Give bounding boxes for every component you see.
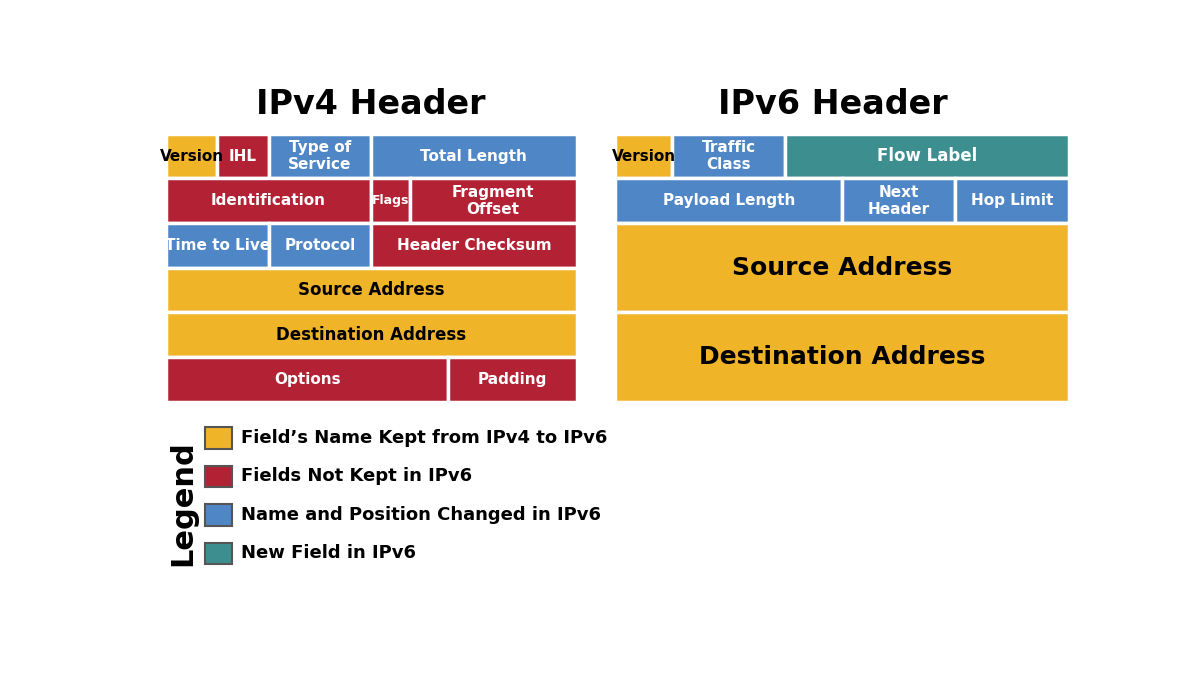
FancyBboxPatch shape (372, 134, 576, 178)
Text: Flags: Flags (372, 194, 409, 207)
FancyBboxPatch shape (372, 178, 410, 223)
FancyBboxPatch shape (166, 134, 218, 178)
Text: Type of
Service: Type of Service (289, 140, 351, 172)
Text: Fragment
Offset: Fragment Offset (452, 184, 534, 217)
Text: Legend: Legend (168, 441, 197, 566)
FancyBboxPatch shape (955, 178, 1068, 223)
FancyBboxPatch shape (205, 504, 232, 525)
Text: Source Address: Source Address (298, 281, 444, 299)
Text: Flow Label: Flow Label (877, 147, 977, 165)
FancyBboxPatch shape (616, 313, 1068, 401)
Text: Destination Address: Destination Address (277, 325, 467, 344)
FancyBboxPatch shape (449, 357, 576, 401)
Text: IPv4 Header: IPv4 Header (256, 88, 486, 121)
FancyBboxPatch shape (166, 357, 449, 401)
Text: Source Address: Source Address (731, 256, 952, 280)
Text: Field’s Name Kept from IPv4 to IPv6: Field’s Name Kept from IPv4 to IPv6 (241, 429, 608, 447)
FancyBboxPatch shape (268, 223, 372, 268)
FancyBboxPatch shape (616, 223, 1068, 313)
FancyBboxPatch shape (205, 542, 232, 564)
Text: Total Length: Total Length (421, 148, 527, 163)
FancyBboxPatch shape (205, 466, 232, 487)
FancyBboxPatch shape (268, 134, 372, 178)
Text: Identification: Identification (211, 193, 326, 208)
Text: Padding: Padding (478, 372, 547, 387)
Text: New Field in IPv6: New Field in IPv6 (241, 544, 416, 562)
FancyBboxPatch shape (786, 134, 1068, 178)
Text: Hop Limit: Hop Limit (971, 193, 1054, 208)
FancyBboxPatch shape (616, 134, 672, 178)
FancyBboxPatch shape (166, 223, 268, 268)
Text: IHL: IHL (229, 148, 257, 163)
Text: Protocol: Protocol (284, 238, 356, 253)
Text: Destination Address: Destination Address (699, 345, 985, 369)
Text: Header Checksum: Header Checksum (397, 238, 551, 253)
FancyBboxPatch shape (218, 134, 268, 178)
FancyBboxPatch shape (166, 313, 576, 357)
FancyBboxPatch shape (616, 178, 842, 223)
FancyBboxPatch shape (410, 178, 576, 223)
Text: Version: Version (611, 148, 676, 163)
Text: Version: Version (160, 148, 224, 163)
FancyBboxPatch shape (166, 268, 576, 313)
Text: Options: Options (274, 372, 340, 387)
Text: Time to Live: Time to Live (165, 238, 269, 253)
FancyBboxPatch shape (205, 427, 232, 449)
Text: Traffic
Class: Traffic Class (701, 140, 755, 172)
Text: Fields Not Kept in IPv6: Fields Not Kept in IPv6 (241, 467, 472, 485)
FancyBboxPatch shape (672, 134, 786, 178)
FancyBboxPatch shape (166, 178, 372, 223)
FancyBboxPatch shape (372, 223, 576, 268)
Text: Name and Position Changed in IPv6: Name and Position Changed in IPv6 (241, 506, 602, 524)
Text: Payload Length: Payload Length (663, 193, 795, 208)
Text: IPv6 Header: IPv6 Header (717, 88, 947, 121)
FancyBboxPatch shape (842, 178, 955, 223)
Text: Next
Header: Next Header (867, 184, 930, 217)
